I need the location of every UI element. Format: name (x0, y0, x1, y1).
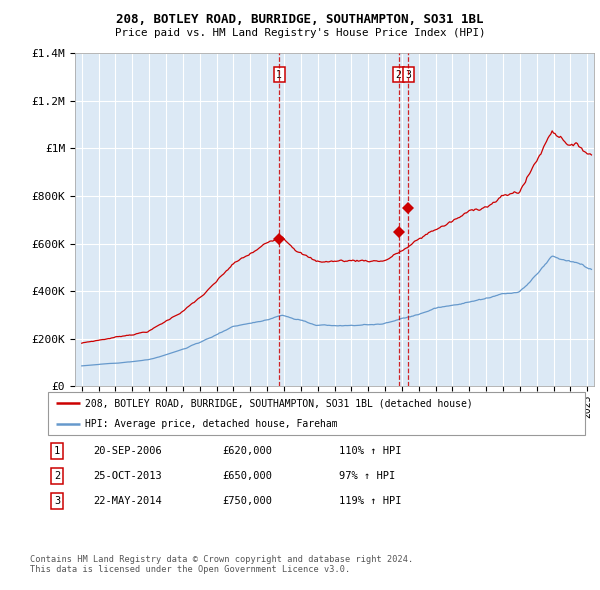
Text: 208, BOTLEY ROAD, BURRIDGE, SOUTHAMPTON, SO31 1BL: 208, BOTLEY ROAD, BURRIDGE, SOUTHAMPTON,… (116, 13, 484, 26)
Text: 20-SEP-2006: 20-SEP-2006 (93, 447, 162, 456)
Text: 1: 1 (54, 447, 60, 456)
Text: 2: 2 (396, 70, 401, 80)
Text: 1: 1 (276, 70, 282, 80)
Text: Contains HM Land Registry data © Crown copyright and database right 2024.: Contains HM Land Registry data © Crown c… (30, 555, 413, 563)
Text: Price paid vs. HM Land Registry's House Price Index (HPI): Price paid vs. HM Land Registry's House … (115, 28, 485, 38)
Text: HPI: Average price, detached house, Fareham: HPI: Average price, detached house, Fare… (85, 419, 337, 429)
Text: 97% ↑ HPI: 97% ↑ HPI (339, 471, 395, 481)
Text: £650,000: £650,000 (222, 471, 272, 481)
FancyBboxPatch shape (48, 392, 585, 435)
Text: 119% ↑ HPI: 119% ↑ HPI (339, 496, 401, 506)
Text: 3: 3 (406, 70, 412, 80)
Text: £750,000: £750,000 (222, 496, 272, 506)
Text: 3: 3 (54, 496, 60, 506)
Text: This data is licensed under the Open Government Licence v3.0.: This data is licensed under the Open Gov… (30, 565, 350, 574)
Text: £620,000: £620,000 (222, 447, 272, 456)
Text: 208, BOTLEY ROAD, BURRIDGE, SOUTHAMPTON, SO31 1BL (detached house): 208, BOTLEY ROAD, BURRIDGE, SOUTHAMPTON,… (85, 398, 472, 408)
Text: 2: 2 (54, 471, 60, 481)
Text: 22-MAY-2014: 22-MAY-2014 (93, 496, 162, 506)
Text: 110% ↑ HPI: 110% ↑ HPI (339, 447, 401, 456)
Text: 25-OCT-2013: 25-OCT-2013 (93, 471, 162, 481)
